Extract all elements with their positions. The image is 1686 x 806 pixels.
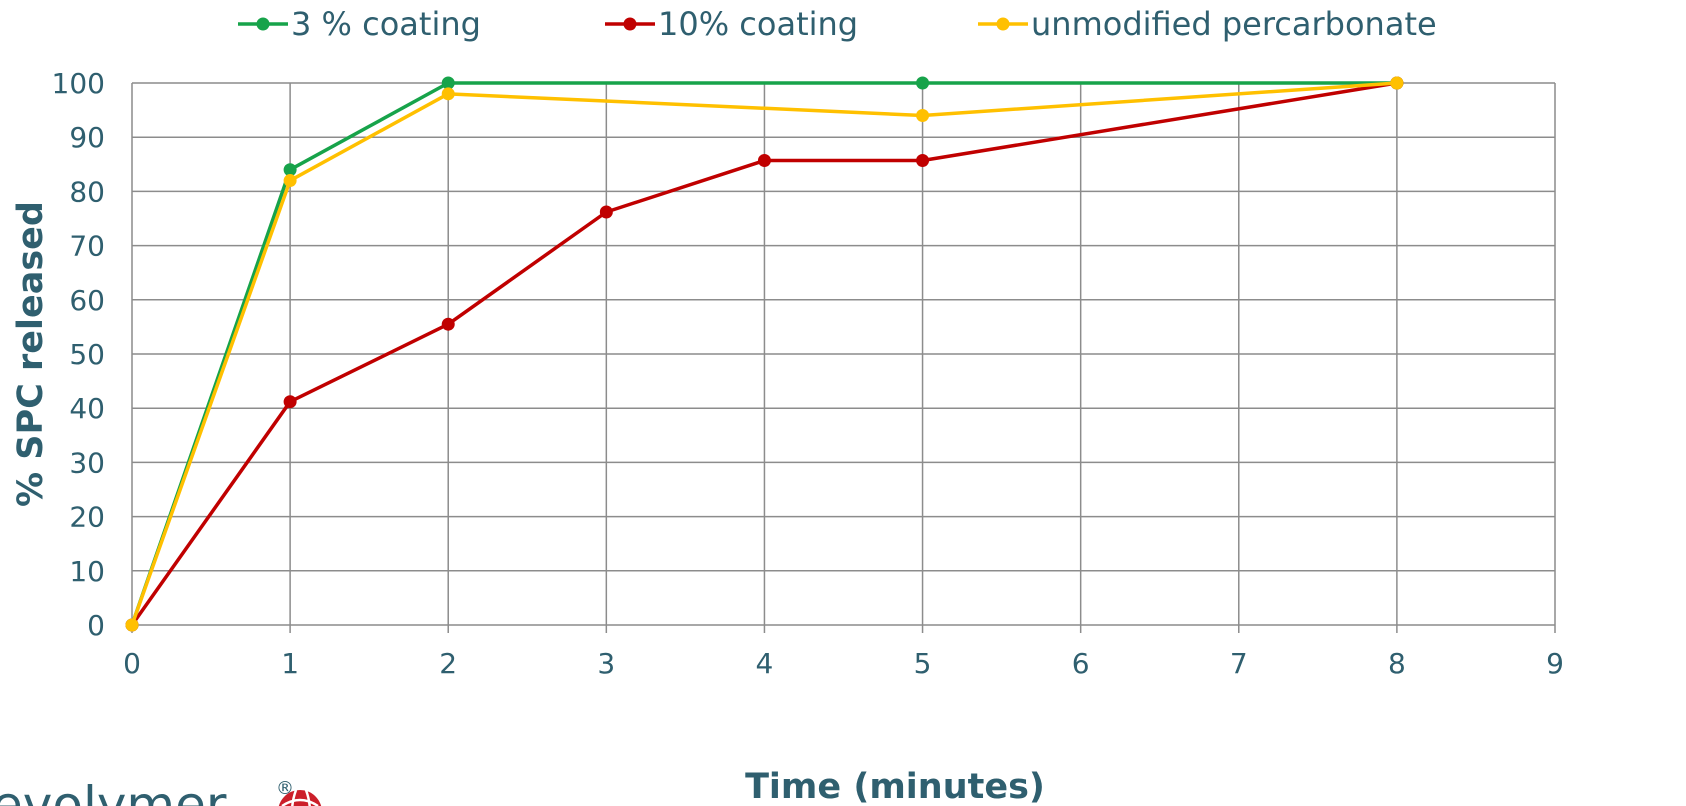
data-point — [916, 109, 930, 123]
y-axis-title: % SPC released — [11, 201, 51, 507]
x-tick-label: 2 — [439, 647, 457, 680]
y-tick-label: 60 — [69, 284, 105, 317]
series-2 — [125, 76, 1404, 632]
x-tick-label: 0 — [123, 647, 141, 680]
legend-item: 3 % coating — [238, 5, 481, 43]
grid — [131, 82, 1556, 633]
legend-label: unmodified percarbonate — [1031, 5, 1437, 43]
x-tick-label: 3 — [597, 647, 615, 680]
data-point — [1390, 76, 1404, 90]
logo-name: evolymer — [0, 776, 227, 806]
data-point — [916, 154, 930, 168]
legend-item: 10% coating — [605, 5, 858, 43]
x-tick-label: 4 — [756, 647, 774, 680]
evolymer-logo: evolymer ® — [0, 776, 322, 806]
x-tick-label: 9 — [1546, 647, 1564, 680]
data-point — [441, 87, 455, 101]
y-tick-label: 20 — [69, 501, 105, 534]
y-tick-label: 100 — [52, 67, 105, 100]
data-point — [916, 76, 930, 90]
x-tick-label: 5 — [914, 647, 932, 680]
legend-marker — [996, 17, 1010, 31]
legend-item: unmodified percarbonate — [978, 5, 1437, 43]
data-point — [283, 163, 297, 177]
legend-marker — [623, 17, 637, 31]
y-tick-label: 70 — [69, 230, 105, 263]
logo-wordmark: evolymer — [0, 776, 227, 806]
logo-globe-lines — [281, 789, 319, 806]
data-point — [599, 205, 613, 219]
data-point — [441, 76, 455, 90]
data-point — [757, 154, 771, 168]
legend-marker — [256, 17, 270, 31]
data-point — [283, 395, 297, 409]
data-point — [125, 618, 139, 632]
tick-labels: 0 10 20 30 40 50 60 70 80 90 100 0 1 2 3 4 5 6 7 8 9 — [52, 67, 1564, 680]
x-tick-label: 8 — [1388, 647, 1406, 680]
x-tick-label: 1 — [281, 647, 299, 680]
data-point — [283, 174, 297, 188]
x-axis-title: Time (minutes) — [745, 767, 1045, 806]
x-tick-label: 7 — [1230, 647, 1248, 680]
y-tick-label: 0 — [87, 609, 105, 642]
legend-label: 3 % coating — [291, 5, 481, 43]
y-tick-label: 80 — [69, 175, 105, 208]
y-tick-label: 40 — [69, 392, 105, 425]
series-1 — [125, 76, 1404, 632]
legend: 3 % coating 10% coating unmodified percarb… — [238, 5, 1437, 43]
globe-icon — [278, 789, 322, 806]
y-tick-label: 90 — [69, 121, 105, 154]
y-tick-label: 50 — [69, 338, 105, 371]
series-lines — [125, 76, 1404, 632]
y-tick-label: 30 — [69, 446, 105, 479]
x-tick-label: 6 — [1072, 647, 1090, 680]
data-point — [441, 317, 455, 331]
y-tick-label: 10 — [69, 555, 105, 588]
legend-label: 10% coating — [658, 5, 858, 43]
